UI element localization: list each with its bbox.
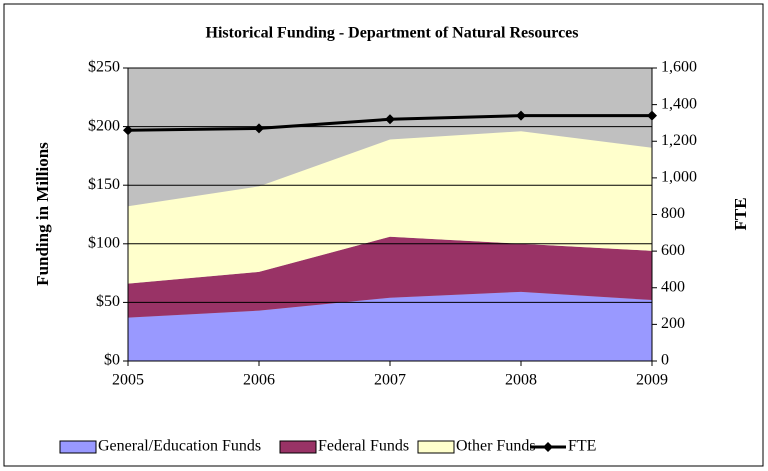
x-tick-label: 2007 [374,372,406,389]
y2-tick-label: 200 [661,315,685,332]
legend-label: General/Education Funds [98,438,261,455]
y-tick-label: $150 [88,176,120,193]
x-tick-label: 2005 [112,372,144,389]
area [128,131,652,284]
y2-tick-label: 1,400 [661,95,697,112]
y-tick-label: $100 [88,234,120,251]
y2-tick-label: 400 [661,278,685,295]
x-tick-label: 2008 [505,372,537,389]
y-tick-label: $250 [88,59,120,76]
x-tick-label: 2009 [636,372,668,389]
y-tick-label: $0 [104,352,120,369]
x-tick-label: 2006 [243,372,275,389]
legend-swatch [279,440,317,454]
y2-tick-label: 800 [661,205,685,222]
legend-label: FTE [568,438,596,455]
area [128,236,652,318]
y2-axis-title: FTE [731,197,750,230]
y-axis-title: Funding in Millions [33,142,52,286]
y-tick-label: $50 [96,293,120,310]
legend-label: Other Funds [456,438,536,455]
legend-swatch [417,440,455,454]
marker [385,114,395,125]
marker [516,110,526,121]
chart-title: Historical Funding - Department of Natur… [206,25,579,42]
marker [254,123,264,134]
legend-marker [543,442,553,452]
y2-tick-label: 1,600 [661,59,697,76]
y2-tick-label: 0 [661,352,669,369]
legend-swatch [59,440,97,454]
area [128,291,652,361]
legend-label: Federal Funds [318,438,409,455]
marker [123,125,133,136]
y2-tick-label: 1,000 [661,169,697,186]
y2-tick-label: 600 [661,242,685,259]
marker [647,110,657,121]
y-tick-label: $200 [88,117,120,134]
y2-tick-label: 1,200 [661,132,697,149]
